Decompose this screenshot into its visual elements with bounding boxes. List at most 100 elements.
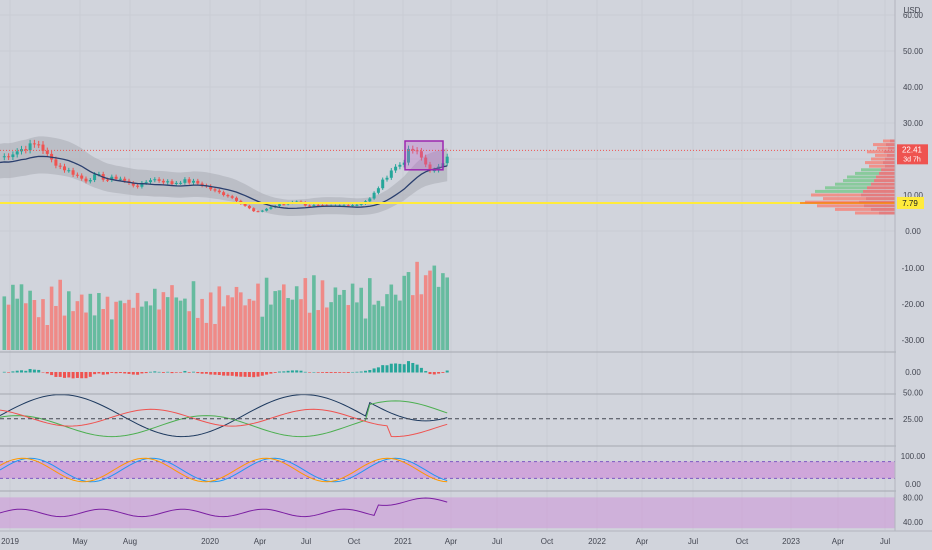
macd-histogram-bar: [316, 372, 320, 373]
volume-bar: [217, 286, 222, 350]
macd-histogram-bar: [37, 369, 41, 373]
profile-bar: [874, 179, 895, 183]
candle-body: [342, 205, 346, 207]
candle-body: [179, 182, 183, 184]
candle-body: [28, 143, 32, 151]
candle-body: [161, 180, 165, 183]
volume-bar: [346, 305, 351, 350]
macd-histogram-bar: [24, 370, 28, 373]
bollinger-band: [0, 136, 448, 217]
macd-histogram-bar: [385, 365, 389, 373]
candle-body: [230, 196, 234, 198]
macd-histogram-bar: [222, 372, 226, 376]
macd-histogram-bar: [342, 372, 346, 373]
macd-histogram-bar: [290, 370, 294, 373]
macd-histogram-bar: [256, 372, 260, 377]
price-tick-label: 60.00: [903, 11, 924, 20]
volume-bar: [183, 298, 187, 350]
volume-bar: [286, 298, 290, 350]
profile-bar: [871, 182, 895, 186]
volume-bar: [441, 273, 445, 350]
macd-histogram-bar: [50, 372, 54, 376]
candle-body: [170, 181, 174, 184]
time-tick-label: Apr: [636, 537, 649, 546]
macd-histogram-bar: [286, 370, 290, 373]
rsi-tick-label: 80.00: [903, 493, 924, 502]
profile-bar: [877, 146, 888, 150]
volume-bar: [243, 305, 247, 350]
profile-bar: [859, 200, 895, 204]
profile-bar: [881, 168, 895, 172]
volume-bar: [170, 285, 174, 350]
volume-bar: [97, 293, 101, 350]
volume-bar: [196, 317, 200, 350]
macd-histogram-bar: [389, 363, 393, 373]
profile-bar: [815, 189, 863, 193]
profile-bar: [811, 193, 861, 197]
candle-body: [136, 185, 140, 187]
macd-histogram-bar: [63, 372, 66, 378]
stoch-tick-label: 100.00: [901, 452, 926, 461]
candle-body: [157, 179, 161, 181]
macd-histogram-bar: [432, 372, 436, 375]
time-axis[interactable]: 2019 May Aug 2020 Apr Jul Oct 2021 Apr Jul Oct 2022…: [0, 530, 932, 550]
candle-body: [144, 182, 148, 184]
profile-bar: [886, 143, 895, 147]
volume-bar: [140, 306, 144, 350]
profile-bar: [876, 175, 895, 179]
macd-histogram-bar: [28, 368, 32, 373]
candle-body: [376, 188, 380, 193]
candle-body: [41, 144, 45, 151]
macd-histogram-bar: [226, 372, 230, 376]
price-tick-label: 30.00: [903, 119, 924, 128]
macd-histogram-bar: [32, 369, 36, 373]
volume-bar: [213, 323, 217, 350]
candle-body: [260, 210, 264, 212]
volume-profile: [800, 139, 895, 215]
last-price-label: 22.41: [902, 145, 923, 154]
macd-histogram-bar: [101, 372, 105, 375]
price-axis[interactable]: USD0.0010.0020.0030.0040.0050.0060.0022.…: [896, 0, 932, 530]
volume-bar: [135, 292, 140, 350]
macd-histogram-bar: [346, 372, 350, 373]
profile-bar: [817, 204, 864, 208]
candle-body: [24, 149, 28, 151]
volume-bar: [49, 286, 54, 350]
volume-bar: [299, 299, 303, 350]
macd-histogram-bar: [359, 371, 363, 373]
volume-bar: [88, 293, 93, 350]
candle-body: [2, 156, 6, 158]
volume-bar: [436, 286, 441, 350]
rsi-tick-label: 40.00: [903, 518, 924, 527]
volume-bar: [79, 294, 84, 350]
profile-bar: [867, 186, 895, 190]
macd-histogram-bar: [161, 372, 165, 373]
candle-body: [7, 156, 11, 158]
grid-lines: [0, 0, 895, 530]
macd-histogram-bar: [2, 371, 6, 373]
candle-body: [226, 195, 230, 197]
volume-bar: [84, 312, 88, 350]
macd-histogram-bar: [58, 372, 62, 377]
macd-histogram-bar: [192, 371, 195, 373]
profile-bar: [883, 139, 890, 143]
candle-body: [394, 166, 398, 171]
macd-histogram-bar: [209, 372, 213, 375]
volume-bar: [148, 305, 153, 350]
macd-histogram-bar: [295, 370, 299, 373]
time-tick-label: 2019: [1, 537, 19, 546]
time-tick-label: Oct: [541, 537, 554, 546]
candle-body: [54, 159, 58, 166]
currency-label: USD: [904, 6, 921, 15]
candle-body: [346, 205, 350, 207]
profile-bar: [805, 200, 859, 204]
time-tick-label: Apr: [254, 537, 267, 546]
osc-line-green: [0, 400, 448, 438]
volume-bar: [234, 286, 239, 350]
macd-histogram-bar: [243, 372, 247, 377]
macd-histogram-bar: [97, 372, 101, 374]
macd-histogram-bar: [424, 371, 428, 373]
candle-body: [316, 205, 320, 207]
volume-bar: [307, 312, 312, 350]
